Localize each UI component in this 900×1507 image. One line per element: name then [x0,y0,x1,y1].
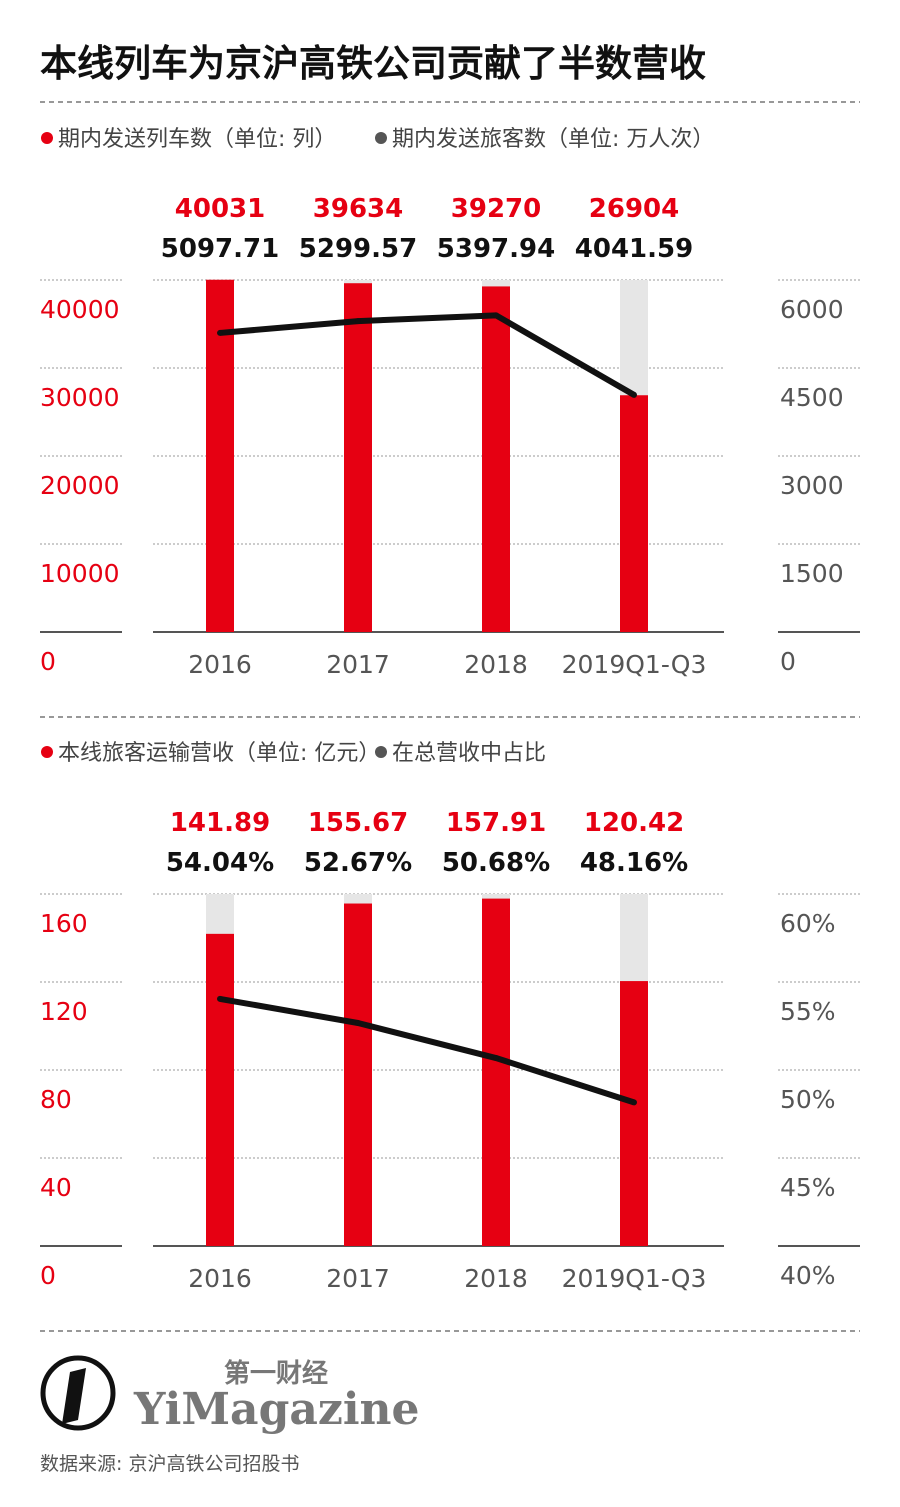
left-tick-label: 30000 [40,383,120,412]
line-value-label: 48.16% [580,848,688,878]
right-tick-label: 4500 [780,383,844,412]
category-label: 2018 [464,650,528,679]
source-note: 数据来源: 京沪高铁公司招股书 [40,1453,299,1475]
left-tick-label: 10000 [40,559,120,588]
right-tick-label: 55% [780,997,836,1026]
right-tick-label: 50% [780,1085,836,1114]
legend-bar: 期内发送列车数（单位: 列） [58,127,336,152]
bar [620,981,648,1246]
category-label: 2019Q1-Q3 [562,1264,707,1293]
right-tick-label: 40% [780,1261,836,1290]
line-point [355,1020,361,1027]
bar [206,279,234,632]
category-label: 2019Q1-Q3 [562,650,707,679]
logo-cn: 第一财经 [224,1358,328,1389]
right-tick-label: 6000 [780,295,844,324]
left-tick-label: 80 [40,1085,72,1114]
bar [344,283,372,632]
line-point [217,995,223,1002]
charts: 期内发送列车数（单位: 列） 期内发送旅客数（单位: 万人次） 0 0 10000 150… [40,127,860,1293]
legend-line: 期内发送旅客数（单位: 万人次） [392,127,714,152]
left-tick-label: 40000 [40,295,120,324]
right-tick-label: 60% [780,909,836,938]
left-tick-label: 0 [40,647,56,676]
right-tick-label: 45% [780,1173,836,1202]
bar-value-label: 157.91 [446,808,546,838]
left-tick-label: 20000 [40,471,120,500]
bar [482,898,510,1246]
page-title: 本线列车为京沪高铁公司贡献了半数营收 [40,42,706,85]
bar-value-label: 26904 [589,194,679,224]
logo-circle-icon [40,1355,116,1431]
category-label: 2016 [188,650,252,679]
legend-dot-bar [41,746,53,758]
logo-en: YiMagazine [133,1384,420,1435]
line-point [493,1055,499,1062]
category-label: 2017 [326,1264,390,1293]
right-tick-label: 1500 [780,559,844,588]
right-tick-label: 3000 [780,471,844,500]
right-tick-label: 0 [780,647,796,676]
line-series [219,995,635,1106]
category-label: 2016 [188,1264,252,1293]
bar-value-label: 120.42 [584,808,684,838]
category-label: 2017 [326,650,390,679]
line-series [219,312,636,398]
bar [620,395,648,632]
bar [206,933,234,1246]
line-point [493,312,499,319]
left-tick-label: 120 [40,997,88,1026]
bar-value-label: 39634 [313,194,403,224]
line-value-label: 5299.57 [299,234,417,264]
bar [344,903,372,1246]
logo: 第一财经 YiMagazine [40,1355,420,1435]
line-value-label: 5097.71 [161,234,279,264]
category-label: 2018 [464,1264,528,1293]
left-tick-label: 0 [40,1261,56,1290]
logo-one-icon [62,1368,86,1424]
bar-value-label: 39270 [451,194,541,224]
line-value-label: 54.04% [166,848,274,878]
legend-dot-line [375,746,387,758]
bar-value-label: 155.67 [308,808,408,838]
line-point [217,329,223,336]
legend-bar: 本线旅客运输营收（单位: 亿元） [58,741,380,766]
line-point [355,318,361,325]
line-value-label: 4041.59 [575,234,693,264]
legend-dot-line [375,132,387,144]
line-point [631,391,637,398]
line-value-label: 50.68% [442,848,550,878]
legend-dot-bar [41,132,53,144]
bar-value-label: 141.89 [170,808,270,838]
line-value-label: 52.67% [304,848,412,878]
bar [482,286,510,632]
left-tick-label: 160 [40,909,88,938]
left-tick-label: 40 [40,1173,72,1202]
line-value-label: 5397.94 [437,234,555,264]
legend-line: 在总营收中占比 [392,741,546,766]
bar-value-label: 40031 [175,194,265,224]
line-point [631,1099,637,1106]
